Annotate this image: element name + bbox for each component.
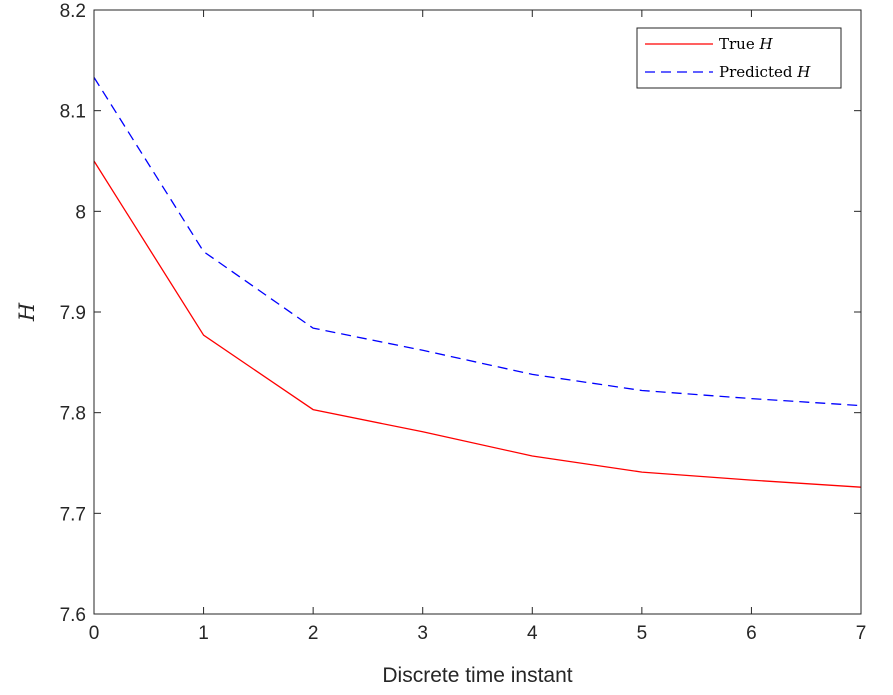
- x-axis-label: Discrete time instant: [382, 664, 572, 687]
- x-tick-label: 0: [89, 623, 100, 644]
- legend-label-symbol: H: [758, 35, 773, 53]
- x-tick-label: 1: [198, 623, 209, 644]
- y-tick-label: 8.1: [60, 102, 86, 123]
- x-tick-label: 3: [417, 623, 428, 644]
- y-tick-label: 7.8: [60, 404, 86, 425]
- legend-label-text: True: [719, 35, 759, 53]
- plot-background: [94, 10, 861, 614]
- legend-label-text: Predicted: [719, 63, 797, 81]
- series-line-2: [93, 77, 862, 407]
- y-tick-label: 8.2: [60, 1, 86, 22]
- series-line-1: [93, 160, 862, 488]
- x-tick-label: 4: [527, 623, 538, 644]
- x-tick-label: 7: [856, 623, 867, 644]
- y-tick-label: 7.7: [60, 504, 86, 525]
- legend-label-1: True H: [719, 35, 773, 53]
- legend-box: [636, 27, 842, 89]
- ticks: 0 1 2 3 4 5 6 7 7.6 7.7 7.8 7.9 8 8.1 8.2: [60, 1, 867, 644]
- y-axis-label: H: [15, 302, 39, 322]
- x-tick-label: 2: [308, 623, 319, 644]
- y-tick-label: 8: [75, 202, 86, 223]
- series-layer: [93, 77, 862, 488]
- x-tick-label: 6: [746, 623, 757, 644]
- y-tick-label: 7.6: [60, 605, 86, 626]
- plot-area: [94, 10, 861, 614]
- x-tick-label: 5: [637, 623, 648, 644]
- legend-label-symbol: H: [796, 63, 811, 81]
- y-tick-label: 7.9: [60, 303, 86, 324]
- legend-label-2: Predicted H: [719, 63, 811, 81]
